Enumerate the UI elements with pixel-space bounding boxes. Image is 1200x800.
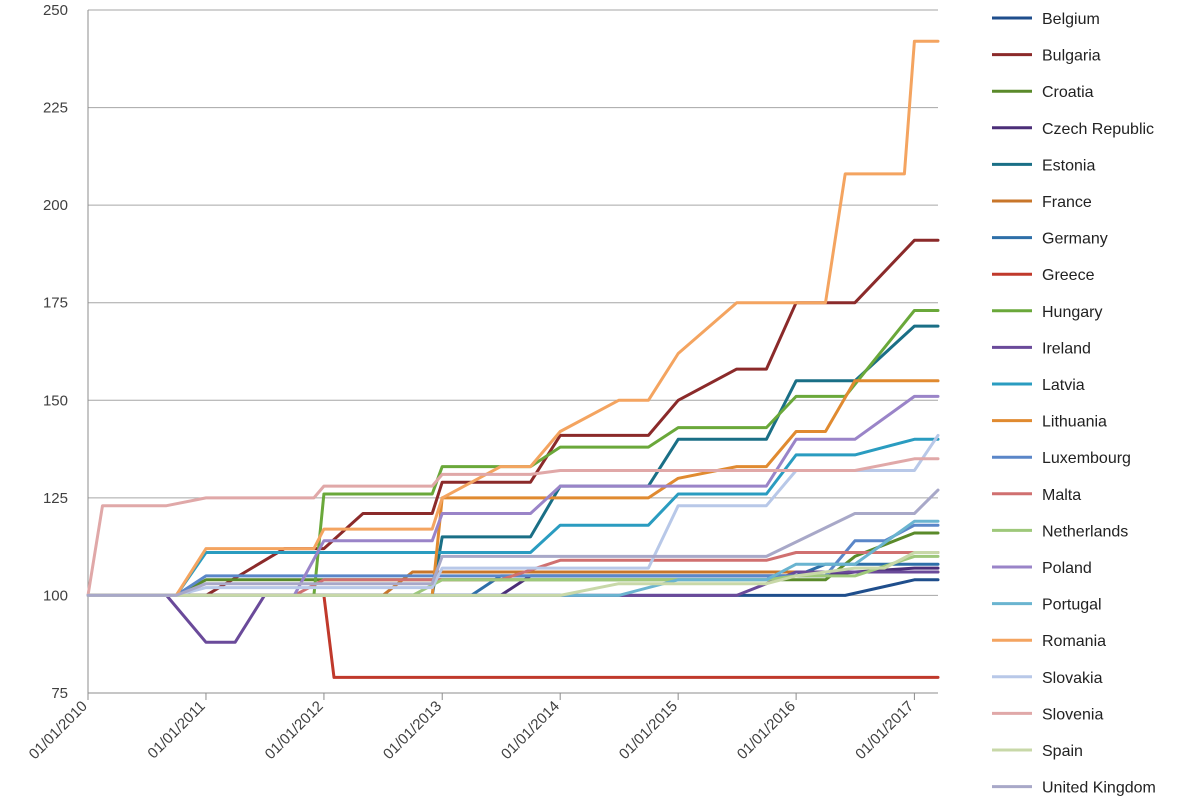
legend-label: Hungary bbox=[1042, 304, 1102, 321]
x-tick-label: 01/01/2011 bbox=[144, 698, 208, 762]
x-tick-label: 01/01/2013 bbox=[380, 698, 445, 763]
series-line-slovenia bbox=[86, 457, 940, 597]
y-tick-label: 75 bbox=[51, 685, 68, 702]
legend-item: Malta bbox=[992, 487, 1081, 504]
series-lines bbox=[86, 39, 940, 679]
series-line-portugal bbox=[86, 519, 940, 597]
legend-item: Czech Republic bbox=[992, 121, 1154, 138]
series-line-lithuania bbox=[86, 379, 940, 597]
y-tick-label: 100 bbox=[43, 587, 68, 604]
series-line-romania bbox=[86, 39, 940, 597]
legend-item: Latvia bbox=[992, 377, 1085, 394]
legend-label: Poland bbox=[1042, 560, 1092, 577]
x-tick-label: 01/01/2012 bbox=[262, 698, 327, 763]
legend-label: United Kingdom bbox=[1042, 780, 1156, 797]
legend-item: Belgium bbox=[992, 11, 1100, 28]
legend: Belgium Bulgaria Croatia Czech Republic Esto… bbox=[992, 11, 1156, 797]
series-line-spain bbox=[86, 551, 940, 597]
y-tick-label: 200 bbox=[43, 197, 68, 214]
series-line-greece bbox=[86, 593, 940, 679]
legend-item: Portugal bbox=[992, 597, 1102, 614]
legend-item: Germany bbox=[992, 231, 1108, 248]
y-tick-label: 250 bbox=[43, 2, 68, 19]
legend-label: Lithuania bbox=[1042, 414, 1107, 431]
legend-item: France bbox=[992, 194, 1092, 211]
legend-item: Slovakia bbox=[992, 670, 1103, 687]
legend-item: Estonia bbox=[992, 157, 1095, 174]
legend-label: Estonia bbox=[1042, 157, 1095, 174]
legend-label: Ireland bbox=[1042, 340, 1091, 357]
legend-item: Hungary bbox=[992, 304, 1102, 321]
y-tick-label: 125 bbox=[43, 490, 68, 507]
series-line-malta bbox=[86, 551, 940, 597]
legend-label: Slovenia bbox=[1042, 706, 1103, 723]
series-line-bulgaria bbox=[86, 238, 940, 597]
x-tick-label: 01/01/2016 bbox=[734, 698, 799, 763]
x-tick-label: 01/01/2015 bbox=[616, 698, 681, 763]
legend-item: Luxembourg bbox=[992, 450, 1131, 467]
legend-label: Spain bbox=[1042, 743, 1083, 760]
legend-label: Bulgaria bbox=[1042, 48, 1101, 65]
legend-label: Romania bbox=[1042, 633, 1106, 650]
legend-label: Germany bbox=[1042, 231, 1108, 248]
legend-item: Netherlands bbox=[992, 523, 1128, 540]
legend-item: Croatia bbox=[992, 84, 1094, 101]
y-tick-label: 150 bbox=[43, 392, 68, 409]
series-line-poland bbox=[86, 394, 940, 597]
series-line-netherlands bbox=[86, 554, 940, 597]
series-line-latvia bbox=[86, 437, 940, 597]
x-tick-label: 01/01/2014 bbox=[498, 698, 563, 763]
x-tick-label: 01/01/2017 bbox=[852, 698, 917, 763]
series-line-united-kingdom bbox=[86, 488, 940, 597]
legend-item: Ireland bbox=[992, 340, 1091, 357]
axes: 75 100 125 150 175 200 225 250 01/01/2010 01/01/2… bbox=[26, 2, 938, 763]
legend-label: Czech Republic bbox=[1042, 121, 1154, 138]
series-line-hungary bbox=[86, 309, 940, 597]
legend-label: Belgium bbox=[1042, 11, 1100, 28]
legend-item: United Kingdom bbox=[992, 780, 1156, 797]
legend-item: Greece bbox=[992, 267, 1095, 284]
y-tick-label: 225 bbox=[43, 100, 68, 117]
legend-label: Portugal bbox=[1042, 597, 1102, 614]
legend-label: Greece bbox=[1042, 267, 1095, 284]
legend-label: France bbox=[1042, 194, 1092, 211]
legend-item: Slovenia bbox=[992, 706, 1103, 723]
legend-label: Latvia bbox=[1042, 377, 1085, 394]
x-tick-label: 01/01/2010 bbox=[26, 698, 91, 763]
legend-label: Netherlands bbox=[1042, 523, 1128, 540]
legend-item: Poland bbox=[992, 560, 1092, 577]
legend-item: Romania bbox=[992, 633, 1106, 650]
legend-label: Luxembourg bbox=[1042, 450, 1131, 467]
legend-label: Croatia bbox=[1042, 84, 1094, 101]
legend-item: Spain bbox=[992, 743, 1083, 760]
legend-label: Slovakia bbox=[1042, 670, 1103, 687]
legend-item: Bulgaria bbox=[992, 48, 1101, 65]
legend-item: Lithuania bbox=[992, 414, 1107, 431]
y-tick-label: 175 bbox=[43, 295, 68, 312]
legend-label: Malta bbox=[1042, 487, 1081, 504]
